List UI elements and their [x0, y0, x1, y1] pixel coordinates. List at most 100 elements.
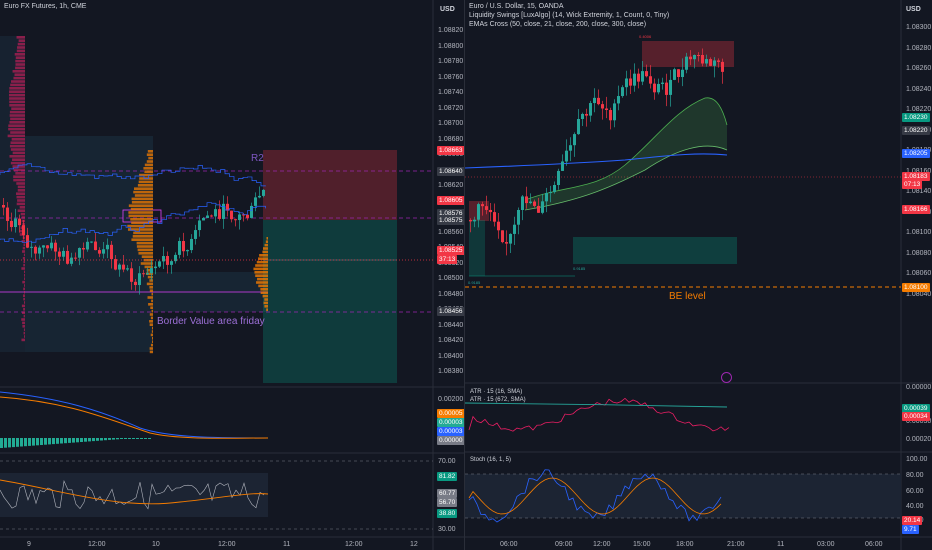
- candle: [713, 60, 716, 66]
- volume-profile-bar: [152, 326, 153, 330]
- swing-low-label-2: 0.9185: [573, 266, 586, 271]
- volume-profile-bar-prev: [15, 56, 25, 59]
- left-chart-pane[interactable]: Euro FX Futures, 1h, CME USD R2 Border V…: [0, 0, 464, 550]
- volume-profile-bar-prev: [21, 240, 25, 243]
- candle: [553, 185, 556, 193]
- volume-profile-bar: [146, 282, 153, 286]
- candle: [122, 264, 125, 270]
- candle: [657, 83, 660, 93]
- candle: [2, 205, 5, 208]
- stoch-label[interactable]: Stoch (16, 1, 5): [470, 457, 512, 463]
- right-chart-pane[interactable]: Euro / U.S. Dollar, 15, OANDA Liquidity …: [465, 0, 932, 550]
- left-osc1-badge: 0.00003: [437, 427, 464, 436]
- candle: [597, 97, 600, 105]
- candle: [102, 249, 105, 254]
- macd-histogram-bar: [20, 438, 23, 447]
- left-price-chart[interactable]: [0, 0, 464, 550]
- pane-divider[interactable]: [464, 0, 465, 550]
- candle: [46, 245, 49, 249]
- macd-histogram-bar: [28, 438, 31, 446]
- candle: [126, 268, 129, 270]
- volume-profile-bar-2: [265, 240, 268, 243]
- left-osc2-badge: 56.70: [437, 498, 458, 507]
- volume-profile-bar-prev: [21, 304, 25, 308]
- volume-profile-bar-prev: [9, 144, 25, 148]
- volume-profile-bar-prev: [22, 280, 25, 284]
- candle: [677, 69, 680, 77]
- candle: [701, 55, 704, 64]
- volume-profile-bar-prev: [23, 308, 25, 311]
- candle: [505, 242, 508, 244]
- rsi-line: [0, 480, 265, 510]
- candle: [42, 245, 45, 248]
- candle: [557, 170, 560, 186]
- step-band-line: [0, 163, 266, 187]
- liquidity-swings-indicator-label[interactable]: Liquidity Swings [LuxAlgo] (14, Wick Ext…: [469, 12, 670, 19]
- volume-profile-bar-prev: [16, 195, 25, 199]
- left-osc1-badge: 0.00005: [437, 409, 464, 418]
- volume-profile-bar-2: [263, 301, 268, 305]
- volume-profile-bar-prev: [10, 131, 25, 134]
- candle: [210, 215, 213, 217]
- left-price-badge: 1.08575: [437, 216, 464, 225]
- atr-long-label[interactable]: ATR · 15 (672, SMA): [470, 397, 526, 403]
- volume-profile-bar-prev: [22, 257, 25, 260]
- candle: [182, 241, 185, 252]
- volume-profile-bar-2: [260, 288, 268, 291]
- macd-histogram-bar: [0, 438, 3, 448]
- candle: [649, 76, 652, 84]
- volume-profile-bar-prev: [20, 212, 25, 216]
- ema-21: [524, 97, 728, 201]
- emas-cross-indicator-label[interactable]: EMAs Cross (50, close, 21, close, 200, c…: [469, 21, 647, 28]
- candle: [150, 268, 153, 274]
- volume-profile-bar: [138, 252, 153, 255]
- volume-profile-bar-prev: [23, 274, 25, 277]
- candle: [114, 259, 117, 270]
- volume-profile-bar-prev: [12, 151, 25, 155]
- right-price-badge: 07:13: [902, 180, 923, 189]
- macd-histogram-bar: [84, 438, 87, 442]
- replay-icon[interactable]: [721, 372, 732, 383]
- candle: [162, 256, 165, 262]
- candle: [74, 257, 77, 259]
- candle: [573, 134, 576, 146]
- candle: [142, 273, 145, 275]
- left-price-tick: 1.08800: [438, 42, 464, 50]
- right-atr-tick: 0.00020: [906, 436, 932, 443]
- volume-profile-bar-prev: [14, 73, 25, 76]
- left-time-tick: 12:00: [218, 541, 236, 548]
- volume-profile-bar-prev: [19, 206, 25, 209]
- be-level-annotation: BE level: [669, 291, 706, 302]
- candle: [146, 273, 149, 275]
- candle: [621, 87, 624, 97]
- right-price-badge: 1.08220: [902, 126, 930, 135]
- r2-annotation: R2: [251, 153, 264, 164]
- right-time-tick: 18:00: [676, 541, 694, 548]
- left-price-tick: 1.08420: [438, 337, 464, 344]
- candle: [673, 69, 676, 80]
- volume-profile-bar-prev: [15, 63, 25, 66]
- volume-profile-bar-prev: [21, 318, 25, 321]
- volume-profile-bar-2: [255, 274, 268, 277]
- volume-profile-bar-prev: [23, 263, 25, 267]
- candle: [90, 241, 93, 243]
- volume-profile-bar-2: [259, 254, 268, 257]
- stoch-d: [468, 477, 722, 515]
- left-osc2-tick: 70.00: [438, 458, 456, 465]
- ema-200: [465, 153, 728, 169]
- volume-profile-bar-prev: [9, 90, 25, 93]
- candle: [473, 219, 476, 222]
- right-time-tick: 03:00: [817, 541, 835, 548]
- candle: [30, 246, 33, 248]
- macd-histogram-bar: [60, 438, 63, 444]
- candle: [569, 145, 572, 151]
- left-price-tick: 1.08440: [438, 321, 464, 329]
- candle: [537, 205, 540, 213]
- volume-profile-bar-prev: [16, 202, 25, 206]
- border-value-annotation: Border Value area friday: [157, 316, 265, 327]
- atr-short-label[interactable]: ATR · 15 (16, SMA): [470, 389, 523, 395]
- volume-profile-bar: [128, 211, 153, 214]
- right-price-chart[interactable]: [465, 0, 932, 550]
- volume-profile-bar: [130, 207, 153, 211]
- candle: [202, 218, 205, 221]
